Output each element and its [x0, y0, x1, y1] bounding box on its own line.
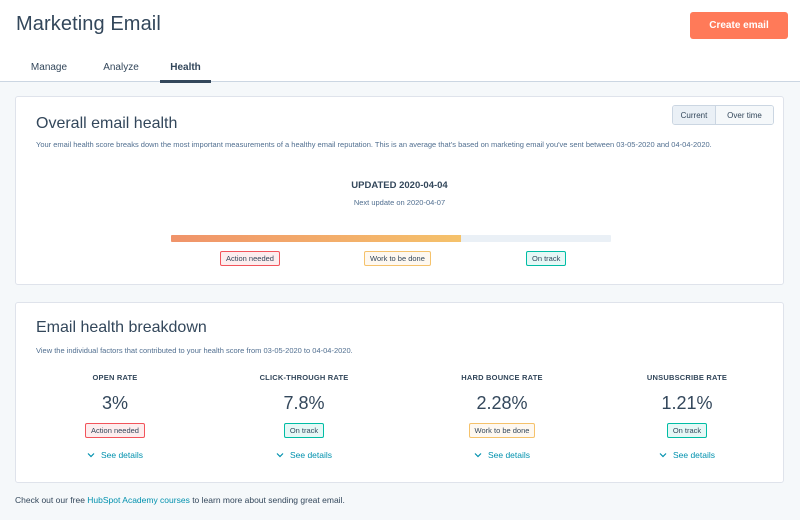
- next-update-date: Next update on 2020-04-07: [353, 198, 446, 207]
- metric-click-through-rate: CLICK-THROUGH RATE 7.8% On track See det…: [209, 373, 399, 460]
- chevron-down-icon: [659, 453, 667, 458]
- status-badge: Work to be done: [468, 423, 536, 438]
- legend-on-track: On track: [526, 251, 567, 266]
- see-details-link[interactable]: See details: [407, 450, 597, 460]
- tab-bar: Manage Analyze Health: [16, 52, 211, 83]
- see-details-label: See details: [672, 450, 716, 460]
- legend-action-needed: Action needed: [220, 251, 280, 266]
- chevron-down-icon: [474, 453, 482, 458]
- metric-label: HARD BOUNCE RATE: [461, 373, 543, 382]
- create-email-button[interactable]: Create email: [690, 12, 788, 39]
- footer-suffix: to learn more about sending great email.: [189, 495, 345, 505]
- chevron-down-icon: [87, 453, 95, 458]
- health-score-fill: [171, 235, 462, 242]
- status-badge: Action needed: [85, 423, 145, 438]
- chevron-down-icon: [276, 453, 284, 458]
- footer-prefix: Check out our free: [15, 495, 88, 505]
- health-score-bar: [171, 235, 611, 242]
- footer-text: Check out our free HubSpot Academy cours…: [15, 495, 345, 505]
- overall-health-description: Your email health score breaks down the …: [36, 140, 712, 149]
- metric-value: 7.8%: [283, 393, 325, 413]
- time-range-toggle: Current Over time: [672, 105, 774, 125]
- see-details-link[interactable]: See details: [20, 450, 210, 460]
- breakdown-description: View the individual factors that contrib…: [36, 346, 353, 355]
- tab-manage[interactable]: Manage: [30, 61, 68, 73]
- toggle-current[interactable]: Current: [673, 106, 716, 124]
- breakdown-title: Email health breakdown: [36, 319, 207, 336]
- status-badge: On track: [283, 423, 325, 438]
- metric-unsubscribe-rate: UNSUBSCRIBE RATE 1.21% On track See deta…: [592, 373, 782, 460]
- tab-health[interactable]: Health: [160, 52, 211, 83]
- metric-value: 2.28%: [476, 393, 528, 413]
- see-details-link[interactable]: See details: [592, 450, 782, 460]
- metric-open-rate: OPEN RATE 3% Action needed See details: [20, 373, 210, 460]
- metric-hard-bounce-rate: HARD BOUNCE RATE 2.28% Work to be done S…: [407, 373, 597, 460]
- metric-label: OPEN RATE: [92, 373, 138, 382]
- academy-courses-link[interactable]: HubSpot Academy courses: [87, 495, 190, 505]
- see-details-label: See details: [100, 450, 144, 460]
- legend-work-to-be-done: Work to be done: [364, 251, 431, 266]
- metric-value: 3%: [101, 393, 128, 413]
- tab-analyze[interactable]: Analyze: [103, 61, 139, 73]
- overall-health-card: Overall email health Your email health s…: [15, 96, 784, 285]
- page-title: Marketing Email: [16, 13, 161, 35]
- overall-health-title: Overall email health: [36, 115, 178, 132]
- health-breakdown-card: Email health breakdown View the individu…: [15, 302, 784, 483]
- updated-date: UPDATED 2020-04-04: [351, 180, 448, 191]
- metric-value: 1.21%: [661, 393, 713, 413]
- see-details-label: See details: [487, 450, 531, 460]
- metric-label: CLICK-THROUGH RATE: [259, 373, 349, 382]
- metric-label: UNSUBSCRIBE RATE: [646, 373, 728, 382]
- see-details-link[interactable]: See details: [209, 450, 399, 460]
- toggle-over-time[interactable]: Over time: [716, 106, 773, 124]
- status-badge: On track: [666, 423, 708, 438]
- page-header: Marketing Email Create email Manage Anal…: [0, 0, 800, 83]
- see-details-label: See details: [289, 450, 333, 460]
